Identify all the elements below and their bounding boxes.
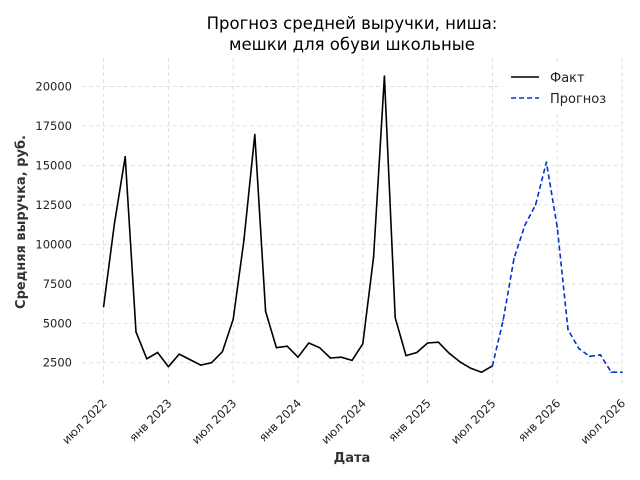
data-point: [502, 319, 505, 321]
data-point: [491, 365, 494, 367]
data-point: [621, 371, 623, 374]
y-tick-label: 15000: [35, 158, 72, 172]
x-tick-label: июл 2025: [448, 396, 499, 447]
y-tick-label: 7500: [43, 277, 72, 291]
data-point: [275, 346, 278, 349]
data-point: [480, 371, 483, 374]
x-tick-label: июл 2024: [318, 396, 369, 447]
data-point: [221, 350, 224, 353]
data-point: [232, 318, 234, 321]
series-lines: [102, 75, 623, 374]
data-point: [426, 342, 429, 344]
data-point: [200, 364, 202, 366]
data-point: [588, 355, 591, 358]
x-tick-label: янв 2023: [126, 396, 174, 444]
data-point: [102, 305, 105, 308]
data-point: [135, 331, 137, 333]
data-point: [448, 352, 451, 355]
data-point: [610, 371, 612, 374]
data-point: [437, 341, 440, 344]
y-tick-label: 10000: [35, 237, 72, 251]
legend-label-fact: Факт: [550, 71, 585, 86]
data-point: [545, 161, 548, 164]
data-point: [534, 204, 537, 206]
legend: Факт Прогноз: [498, 64, 620, 112]
data-point: [524, 224, 526, 227]
data-point: [243, 238, 245, 241]
data-point: [146, 357, 148, 360]
data-point: [599, 354, 602, 356]
y-tick-label: 17500: [35, 119, 72, 133]
data-point: [286, 345, 289, 347]
data-point: [329, 357, 332, 359]
data-point: [416, 351, 418, 354]
data-point: [362, 342, 364, 345]
data-point: [308, 342, 310, 344]
legend-label-forecast: Прогноз: [550, 92, 606, 107]
data-point: [156, 351, 159, 354]
x-tick-label: июл 2022: [59, 396, 110, 447]
data-point: [556, 226, 558, 228]
data-point: [513, 257, 515, 260]
data-point: [210, 361, 213, 364]
y-tick-label: 2500: [43, 356, 72, 370]
y-tick-label: 5000: [43, 316, 72, 330]
chart-title-line-2: мешки для обуви школьные: [229, 35, 475, 54]
x-tick-label: июл 2023: [189, 396, 240, 447]
data-point: [178, 353, 180, 355]
y-axis-label: Средняя выручка, руб.: [14, 135, 29, 309]
x-axis-label: Дата: [334, 451, 371, 466]
data-point: [318, 346, 321, 349]
data-point: [383, 75, 386, 77]
x-tick-label: янв 2025: [386, 396, 434, 444]
data-point: [372, 256, 375, 258]
x-tick-label: янв 2026: [515, 396, 563, 444]
data-point: [470, 367, 472, 370]
data-point: [578, 347, 580, 350]
data-point: [297, 356, 299, 359]
data-point: [113, 222, 116, 225]
data-point: [459, 361, 461, 363]
data-point: [394, 316, 397, 319]
data-point: [189, 358, 191, 361]
data-point: [167, 365, 170, 368]
data-point: [254, 133, 256, 136]
data-point: [264, 310, 267, 313]
data-point: [124, 155, 126, 158]
x-axis-ticks: июл 2022 янв 2023 июл 2023 янв 2024 июл 2024…: [59, 396, 628, 447]
y-tick-label: 12500: [35, 198, 72, 212]
data-point: [405, 354, 407, 357]
data-point: [567, 328, 569, 331]
legend-box: [498, 64, 620, 112]
data-point: [340, 356, 343, 359]
data-point: [351, 359, 353, 362]
x-tick-label: июл 2026: [578, 396, 629, 447]
chart-title-line-1: Прогноз средней выручки, ниша:: [207, 14, 498, 33]
y-tick-label: 20000: [35, 79, 72, 93]
x-tick-label: янв 2024: [256, 396, 304, 444]
y-axis-ticks: 2500 5000 7500 10000 12500 15000 17500 20000: [35, 79, 72, 369]
